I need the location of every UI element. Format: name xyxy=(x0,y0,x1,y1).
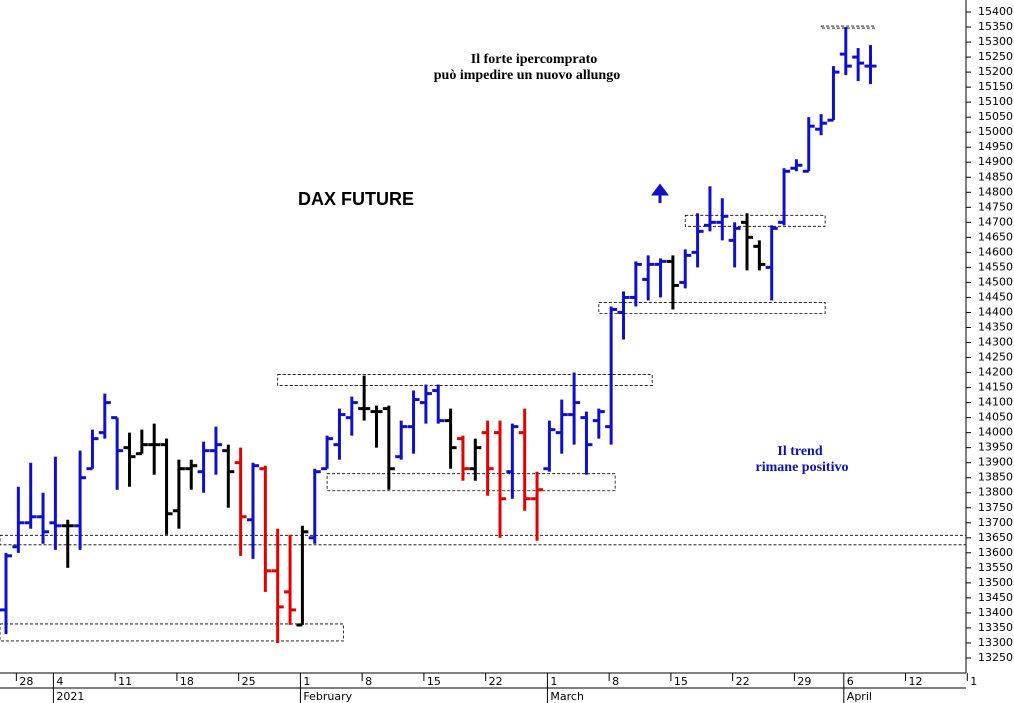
y-tick-label: 13700 xyxy=(978,516,1013,529)
x-tick-label: 15 xyxy=(674,675,688,688)
zone xyxy=(277,374,653,386)
x-tick-label: 1 xyxy=(303,675,310,688)
x-tick-label: 28 xyxy=(19,675,33,688)
x-tick-label: 11 xyxy=(118,675,132,688)
annotation: rimane positivo xyxy=(756,460,849,475)
y-tick-label: 14350 xyxy=(978,320,1013,333)
annotation: può impedire un nuovo allungo xyxy=(434,68,620,83)
month-label: 2021 xyxy=(56,690,84,703)
zone xyxy=(598,302,826,314)
month-label: February xyxy=(303,690,352,703)
y-tick-label: 14800 xyxy=(978,185,1013,198)
x-tick-label: 1 xyxy=(550,675,557,688)
annotation: Il forte ipercomprato xyxy=(471,52,597,67)
month-label: March xyxy=(550,690,584,703)
x-tick-label: 22 xyxy=(489,675,503,688)
zone xyxy=(0,623,344,642)
y-tick-label: 15350 xyxy=(978,20,1013,33)
y-tick-label: 13250 xyxy=(978,651,1013,664)
x-tick-label: 22 xyxy=(736,675,750,688)
y-tick-label: 13500 xyxy=(978,576,1013,589)
chart-title: DAX FUTURE xyxy=(298,189,414,209)
y-tick-label: 15300 xyxy=(978,35,1013,48)
x-tick-label: 8 xyxy=(612,675,619,688)
y-tick-label: 14500 xyxy=(978,275,1013,288)
y-tick-label: 15250 xyxy=(978,50,1013,63)
x-tick-label: 1 xyxy=(970,675,977,688)
x-tick-label: 6 xyxy=(847,675,854,688)
y-tick-label: 14450 xyxy=(978,290,1013,303)
y-tick-label: 14600 xyxy=(978,245,1013,258)
up-arrow xyxy=(651,183,669,203)
annotation: Il trend xyxy=(777,444,822,459)
y-tick-label: 13450 xyxy=(978,591,1013,604)
x-tick-label: 4 xyxy=(56,675,63,688)
y-tick-label: 15150 xyxy=(978,80,1013,93)
y-tick-label: 14200 xyxy=(978,366,1013,379)
y-tick-label: 14550 xyxy=(978,260,1013,273)
y-tick-label: 14100 xyxy=(978,396,1013,409)
x-tick-label: 8 xyxy=(365,675,372,688)
y-tick-label: 15100 xyxy=(978,95,1013,108)
y-tick-label: 14700 xyxy=(978,215,1013,228)
x-tick-label: 29 xyxy=(797,675,811,688)
month-label: April xyxy=(847,690,872,703)
y-tick-label: 13950 xyxy=(978,441,1013,454)
y-tick-label: 13300 xyxy=(978,636,1013,649)
y-tick-label: 14000 xyxy=(978,426,1013,439)
y-tick-label: 13850 xyxy=(978,471,1013,484)
y-tick-label: 13550 xyxy=(978,561,1013,574)
y-tick-label: 14850 xyxy=(978,170,1013,183)
y-tick-label: 14950 xyxy=(978,140,1013,153)
x-tick-label: 18 xyxy=(180,675,194,688)
y-tick-label: 13350 xyxy=(978,621,1013,634)
y-tick-label: 13750 xyxy=(978,501,1013,514)
zone xyxy=(684,214,826,227)
y-tick-label: 14750 xyxy=(978,200,1013,213)
y-tick-label: 13600 xyxy=(978,546,1013,559)
y-tick-label: 14900 xyxy=(978,155,1013,168)
zone xyxy=(326,473,616,492)
y-tick-label: 14400 xyxy=(978,305,1013,318)
y-tick-label: 13800 xyxy=(978,486,1013,499)
y-tick-label: 13900 xyxy=(978,456,1013,469)
zone xyxy=(820,25,875,29)
y-tick-label: 14050 xyxy=(978,411,1013,424)
y-tick-label: 14250 xyxy=(978,351,1013,364)
y-tick-label: 14150 xyxy=(978,381,1013,394)
y-tick-label: 14650 xyxy=(978,230,1013,243)
x-tick-label: 15 xyxy=(427,675,441,688)
x-tick-label: 12 xyxy=(909,675,923,688)
x-tick-label: 25 xyxy=(242,675,256,688)
y-tick-label: 15200 xyxy=(978,65,1013,78)
y-tick-label: 14300 xyxy=(978,336,1013,349)
y-tick-label: 13650 xyxy=(978,531,1013,544)
y-tick-label: 13400 xyxy=(978,606,1013,619)
y-tick-label: 15400 xyxy=(978,5,1013,18)
zone xyxy=(0,534,967,546)
y-tick-label: 15000 xyxy=(978,125,1013,138)
y-tick-label: 15050 xyxy=(978,110,1013,123)
